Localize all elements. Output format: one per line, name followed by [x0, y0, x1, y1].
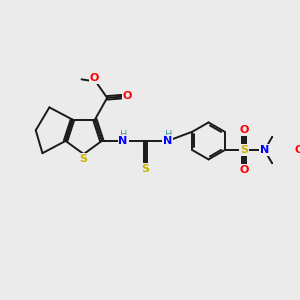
Text: O: O [240, 165, 249, 175]
Text: H: H [165, 130, 172, 140]
Text: O: O [90, 73, 99, 83]
Text: H: H [120, 130, 128, 140]
Text: O: O [295, 145, 300, 155]
Text: S: S [240, 145, 248, 155]
Text: S: S [141, 164, 149, 174]
Text: N: N [260, 145, 269, 155]
Text: N: N [118, 136, 128, 146]
Text: O: O [123, 91, 132, 101]
Text: N: N [163, 136, 172, 146]
Text: O: O [240, 125, 249, 135]
Text: S: S [79, 154, 87, 164]
